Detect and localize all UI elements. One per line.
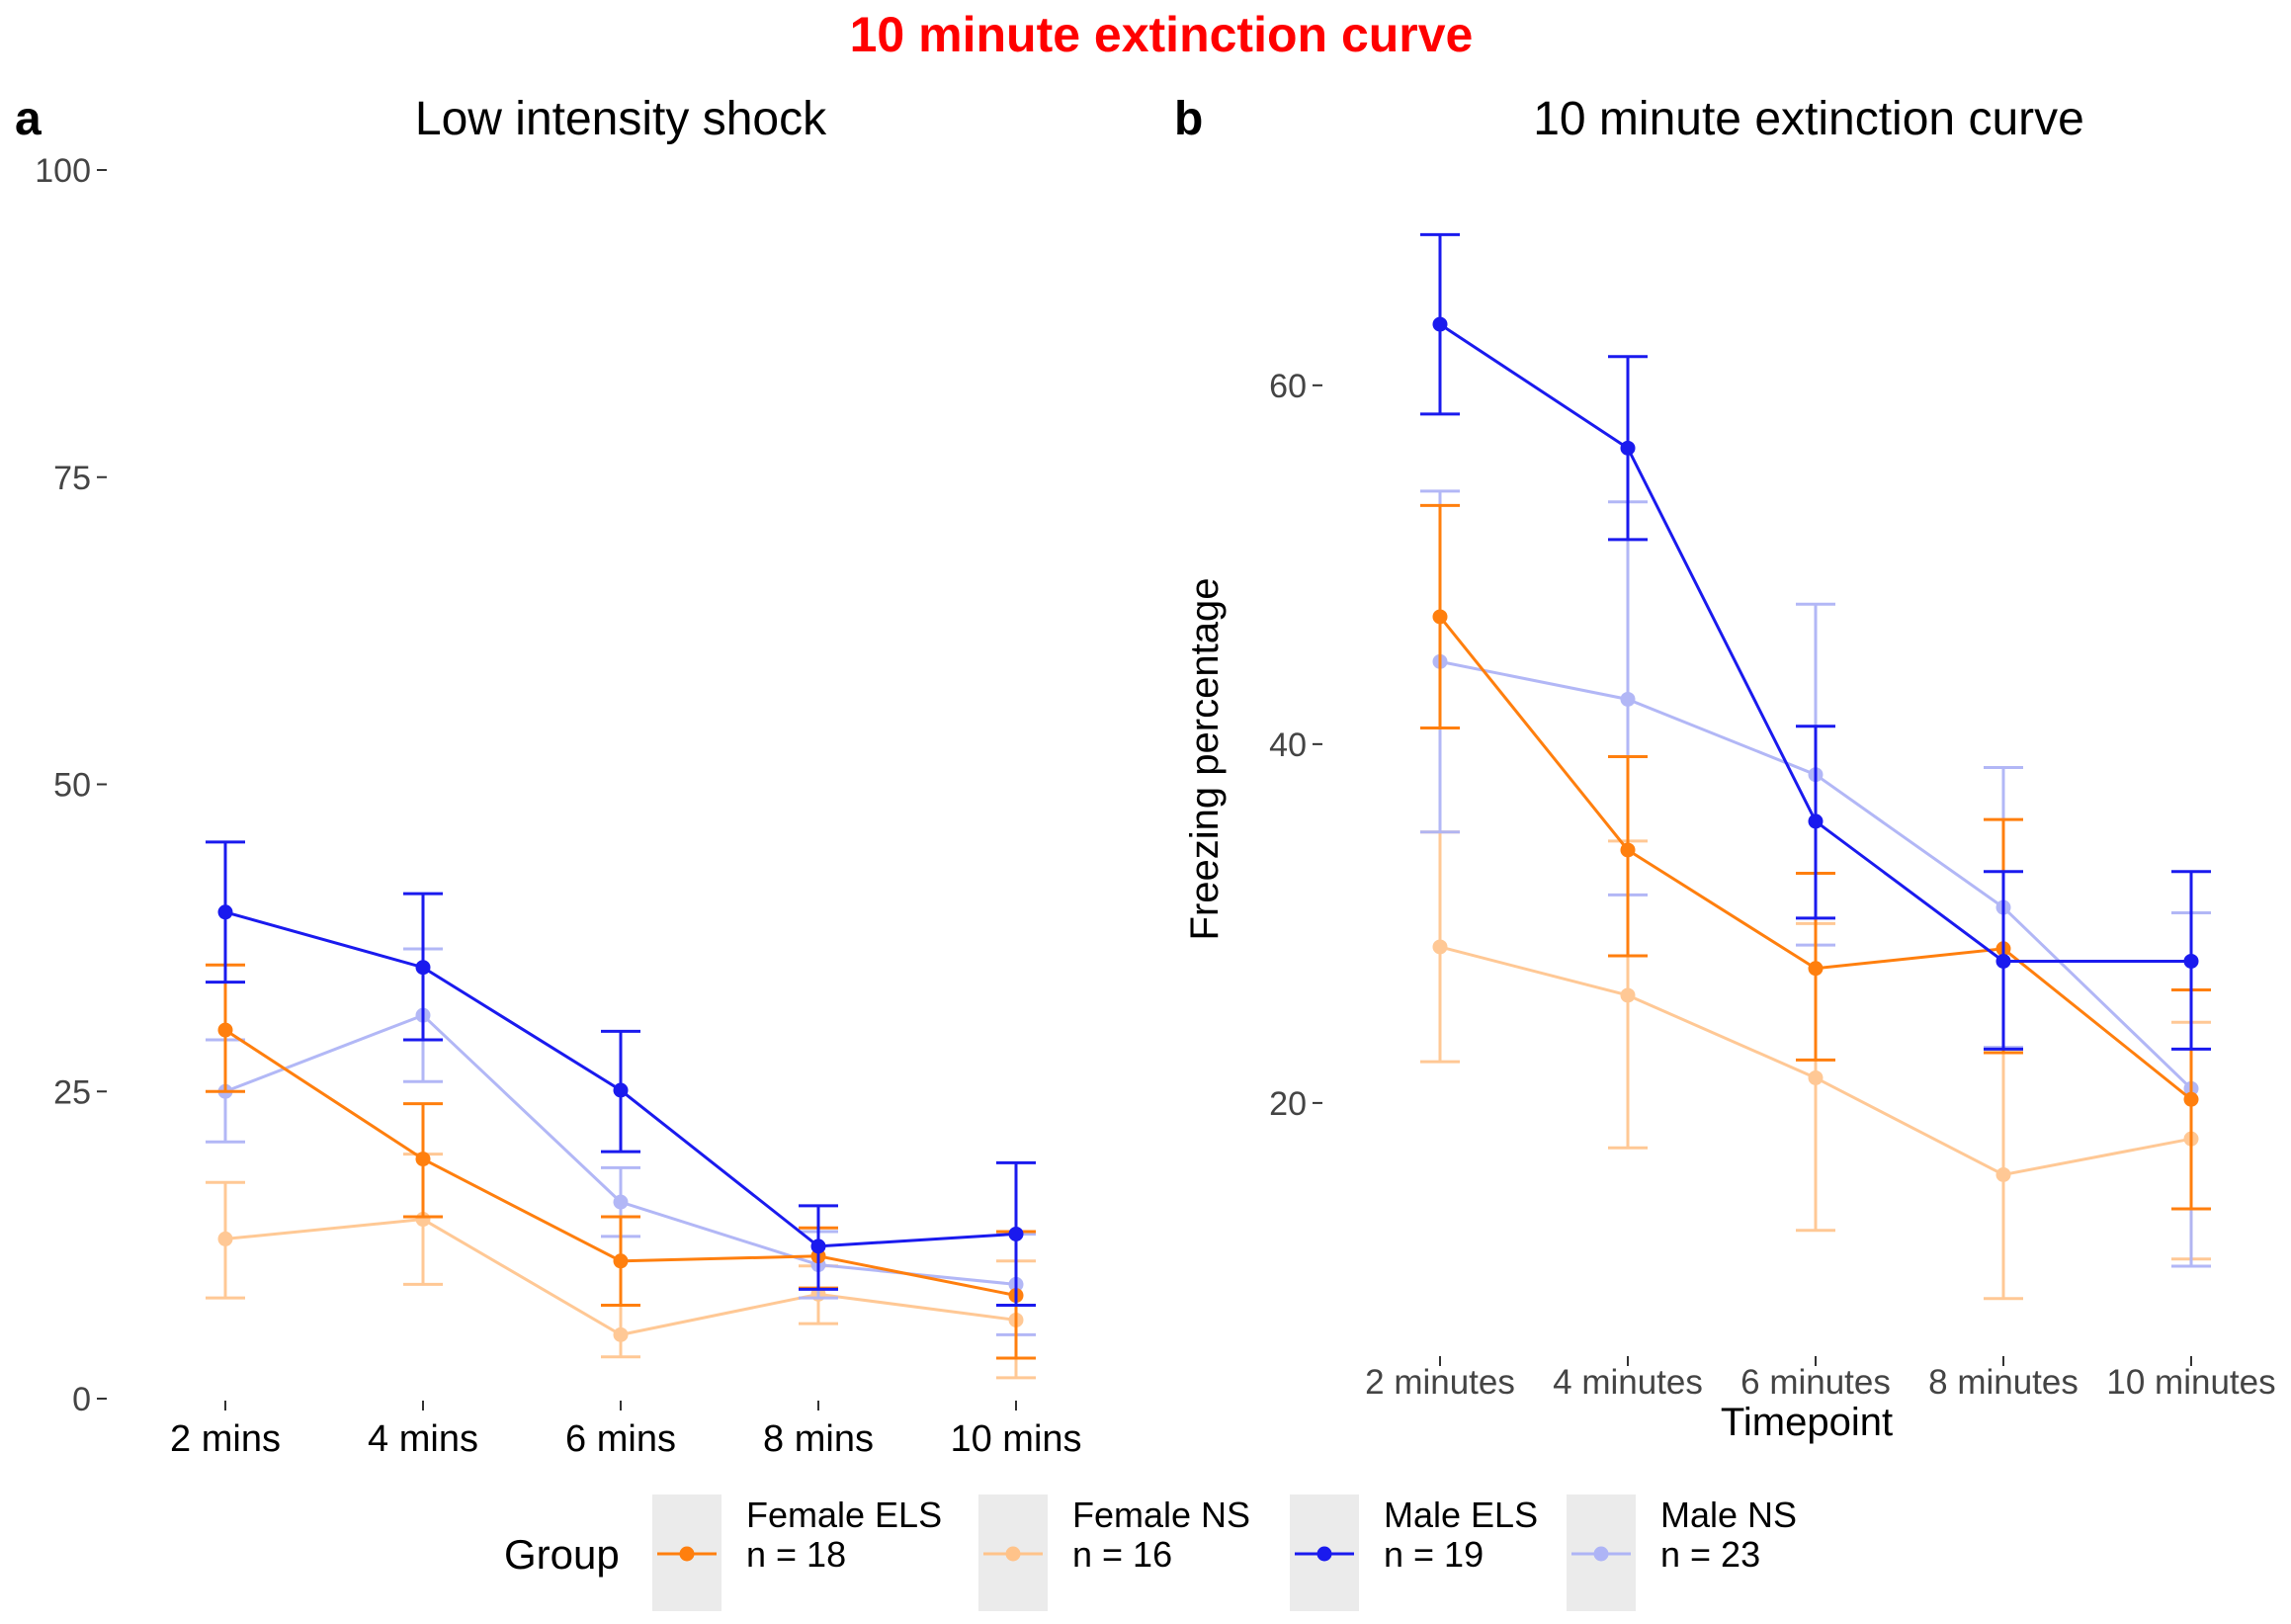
legend-count: n = 18 [746, 1534, 846, 1575]
x-tick-label: 10 mins [950, 1418, 1081, 1460]
x-tick-label: 8 minutes [1928, 1363, 2079, 1402]
legend-key-point [1593, 1546, 1609, 1562]
data-point [1808, 813, 1824, 829]
x-tick-label: 6 minutes [1740, 1363, 1891, 1402]
data-point [415, 960, 431, 976]
data-point [1620, 440, 1636, 456]
legend-item-female-ns: Female NS n = 16 [978, 1495, 1250, 1611]
data-point [1620, 987, 1636, 1003]
data-point [1620, 691, 1636, 707]
series-male-els [206, 840, 1036, 1308]
legend-count: n = 16 [1072, 1534, 1172, 1575]
legend-key-point [1316, 1546, 1332, 1562]
data-point [2183, 953, 2199, 969]
legend-label: Male ELS [1384, 1495, 1538, 1535]
data-point [1432, 316, 1448, 332]
panel-b-ylabel: Freezing percentage [1183, 578, 1227, 941]
x-tick-label: 6 mins [565, 1418, 676, 1460]
data-point [1620, 842, 1636, 858]
panel-a-title: Low intensity shock [415, 93, 827, 145]
series-female-els [206, 963, 1036, 1360]
legend-title: Group [504, 1531, 620, 1578]
legend-key-point [1005, 1546, 1021, 1562]
data-point [613, 1194, 629, 1210]
y-tick-label: 50 [53, 767, 91, 805]
data-point [613, 1253, 629, 1269]
data-point [1995, 1166, 2011, 1182]
legend-item-female-els: Female ELS n = 18 [652, 1495, 942, 1611]
data-point [217, 904, 233, 920]
legend-key-point [679, 1546, 695, 1562]
data-point [1808, 961, 1824, 977]
figure-suptitle: 10 minute extinction curve [850, 7, 1474, 62]
legend-label: Female NS [1072, 1495, 1250, 1535]
panel-b: b 10 minute extinction curve Freezing pe… [1174, 93, 2276, 1444]
y-tick-label: 0 [72, 1381, 91, 1418]
panel-b-plot [1420, 232, 2211, 1301]
panel-b-xlabel: Timepoint [1721, 1401, 1893, 1444]
legend-item-male-ns: Male NS n = 23 [1567, 1495, 1797, 1611]
panel-b-label: b [1174, 93, 1203, 145]
panel-a-axes: 0 25 50 75 100 2 mins 4 mins 6 mins 8 mins 10 min… [35, 152, 1081, 1460]
legend-item-male-els: Male ELS n = 19 [1290, 1495, 1538, 1611]
data-point [1995, 953, 2011, 969]
data-point [1008, 1226, 1024, 1241]
data-point [613, 1326, 629, 1342]
series-male-els [1420, 232, 2211, 1051]
x-tick-label: 10 minutes [2106, 1363, 2275, 1402]
data-point [1432, 939, 1448, 955]
x-tick-label: 2 minutes [1365, 1363, 1515, 1402]
data-point [2183, 1091, 2199, 1107]
y-tick-label: 20 [1269, 1085, 1307, 1123]
data-point [217, 1231, 233, 1246]
x-tick-label: 4 mins [368, 1418, 478, 1460]
data-point [217, 1022, 233, 1038]
x-tick-label: 8 mins [763, 1418, 874, 1460]
data-point [613, 1082, 629, 1098]
y-tick-label: 60 [1269, 368, 1307, 405]
panel-a-plot [206, 840, 1036, 1380]
panel-a-label: a [15, 93, 42, 145]
data-point [810, 1239, 826, 1254]
panel-b-title: 10 minute extinction curve [1533, 93, 2084, 145]
y-tick-label: 75 [53, 460, 91, 497]
data-point [1432, 609, 1448, 625]
legend-label: Male NS [1660, 1495, 1797, 1535]
data-point [1808, 1069, 1824, 1085]
legend: Group Female ELS n = 18 Female NS n = 16 M… [504, 1495, 1797, 1611]
data-point [415, 1152, 431, 1167]
y-tick-label: 100 [35, 152, 91, 190]
panel-b-axes: 20 40 60 2 minutes 4 minutes 6 minutes 8 minut… [1269, 368, 2275, 1402]
panel-a: a Low intensity shock 0 25 50 75 100 2 mins 4 … [15, 93, 1082, 1460]
x-tick-label: 2 mins [170, 1418, 281, 1460]
y-tick-label: 25 [53, 1073, 91, 1111]
legend-count: n = 23 [1660, 1534, 1760, 1575]
legend-items: Female ELS n = 18 Female NS n = 16 Male EL… [652, 1495, 1797, 1611]
legend-label: Female ELS [746, 1495, 942, 1535]
x-tick-label: 4 minutes [1553, 1363, 1703, 1402]
y-tick-label: 40 [1269, 727, 1307, 764]
legend-count: n = 19 [1384, 1534, 1484, 1575]
